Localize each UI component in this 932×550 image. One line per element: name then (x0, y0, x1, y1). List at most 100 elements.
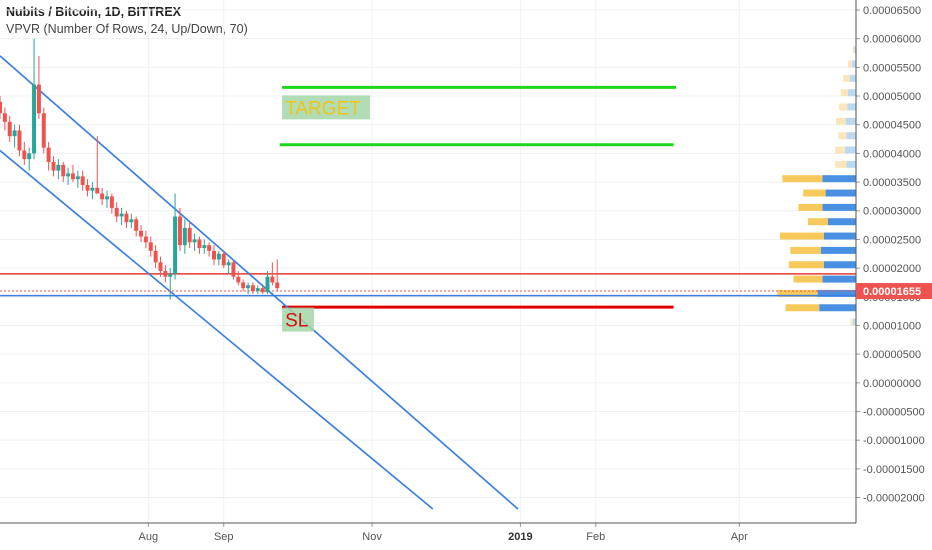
candle-body (221, 253, 226, 266)
indicator-legend[interactable]: VPVR (Number Of Rows, 24, Up/Down, 70) (6, 22, 248, 36)
candle-body (270, 276, 275, 283)
time-axis[interactable]: Aug Sep Nov 2019 Feb Apr (0, 522, 856, 543)
x-tick-label: Aug (139, 531, 159, 543)
x-tick-label: Apr (731, 531, 748, 543)
candle-body (153, 250, 158, 263)
vp-up-bar (819, 304, 856, 312)
vp-up-bar (828, 218, 856, 226)
vp-down-bar (808, 218, 828, 226)
vp-up-bar (844, 146, 856, 154)
candle-body (143, 236, 148, 243)
candle-body (75, 176, 80, 180)
candle-body (114, 207, 119, 217)
vp-down-bar (780, 232, 824, 240)
vp-down-bar (836, 117, 846, 125)
candle-body (197, 239, 202, 249)
candle-body (202, 245, 207, 249)
vp-down-bar (803, 189, 826, 197)
vp-down-bar (838, 132, 847, 140)
y-tick-label: 0.00006500 (863, 5, 921, 17)
vp-down-bar (835, 160, 847, 168)
candle-body (56, 164, 61, 171)
vp-up-bar (822, 175, 856, 183)
price-axis[interactable]: 0.00006500 0.00006000 0.00005500 0.00005000… (855, 0, 932, 523)
target-label-bg (282, 95, 371, 120)
vp-up-bar (848, 89, 856, 97)
vp-up-bar (845, 117, 856, 125)
candle-body (7, 121, 12, 137)
candle-body (80, 176, 85, 185)
candle-body (27, 153, 32, 160)
vp-up-bar (847, 103, 856, 111)
y-tick-label: 0.00003000 (863, 206, 921, 218)
vp-up-bar (824, 261, 856, 269)
candle-body (119, 213, 124, 217)
candle-body (212, 250, 216, 260)
candle-body (129, 219, 134, 223)
y-tick-label: 0.00002000 (863, 263, 921, 275)
y-tick-label: 0.00005000 (863, 91, 921, 103)
candle-body (61, 164, 66, 177)
vp-down-bar (852, 46, 855, 54)
y-tick-label: 0.00000500 (863, 349, 921, 361)
vp-down-bar (835, 146, 845, 154)
last-price-label: 0.00001655 (863, 286, 921, 298)
grid (0, 0, 856, 523)
sl-label-bg (282, 307, 315, 332)
candle-body (90, 187, 95, 191)
chart-title[interactable]: Nubits / Bitcoin, 1D, BITTREX (6, 5, 182, 19)
vp-up-bar (822, 275, 856, 283)
sl-label: SL (285, 311, 308, 332)
vp-up-bar (825, 189, 856, 197)
candle-body (158, 262, 163, 271)
y-tick-label: 0.00004500 (863, 120, 921, 132)
candle-body (173, 216, 178, 274)
candle-body (109, 196, 114, 208)
drawing-lines (0, 55, 856, 510)
candle-body (100, 193, 105, 200)
vp-up-bar (846, 132, 856, 140)
x-tick-label: Sep (214, 531, 234, 543)
vp-down-bar (839, 103, 848, 111)
candle-body (148, 242, 153, 251)
candle-body (187, 227, 192, 243)
candle-body (236, 276, 241, 283)
target-label: TARGET (285, 98, 361, 119)
vp-up-bar (852, 318, 856, 326)
vp-down-bar (850, 318, 853, 326)
x-tick-label: 2019 (508, 531, 532, 543)
vp-down-bar (843, 74, 850, 82)
volume-profile (777, 46, 856, 326)
candle-body (182, 227, 187, 246)
y-tick-label: 0.00003500 (863, 177, 921, 189)
vp-down-bar (777, 289, 818, 297)
vp-up-bar (817, 289, 856, 297)
candle-body (51, 161, 56, 171)
candle-body (246, 285, 251, 289)
candle-body (163, 270, 168, 277)
candle-body (255, 288, 260, 292)
vp-down-bar (848, 60, 852, 68)
candle-body (105, 196, 109, 200)
y-tick-label: -0.00002000 (863, 493, 925, 505)
last-price-tag (856, 283, 932, 300)
vp-down-bar (782, 175, 823, 183)
y-tick-label: -0.00000500 (863, 406, 925, 418)
y-tick-label: 0.00002500 (863, 234, 921, 246)
vp-up-bar (849, 74, 856, 82)
candle-body (177, 216, 182, 246)
candle-body (32, 84, 37, 154)
x-tick-label: Feb (586, 531, 605, 543)
candle-body (192, 239, 197, 243)
candle-body (275, 282, 280, 289)
candle-body (22, 150, 27, 160)
vp-up-bar (824, 232, 856, 240)
y-tick-label: 0.00004000 (863, 148, 921, 160)
y-tick-label: 0.00006000 (863, 34, 921, 46)
vp-down-bar (788, 261, 824, 269)
vp-up-bar (846, 160, 856, 168)
candle-body (124, 213, 129, 223)
channel-upper (0, 55, 519, 510)
candle-body (12, 130, 17, 137)
